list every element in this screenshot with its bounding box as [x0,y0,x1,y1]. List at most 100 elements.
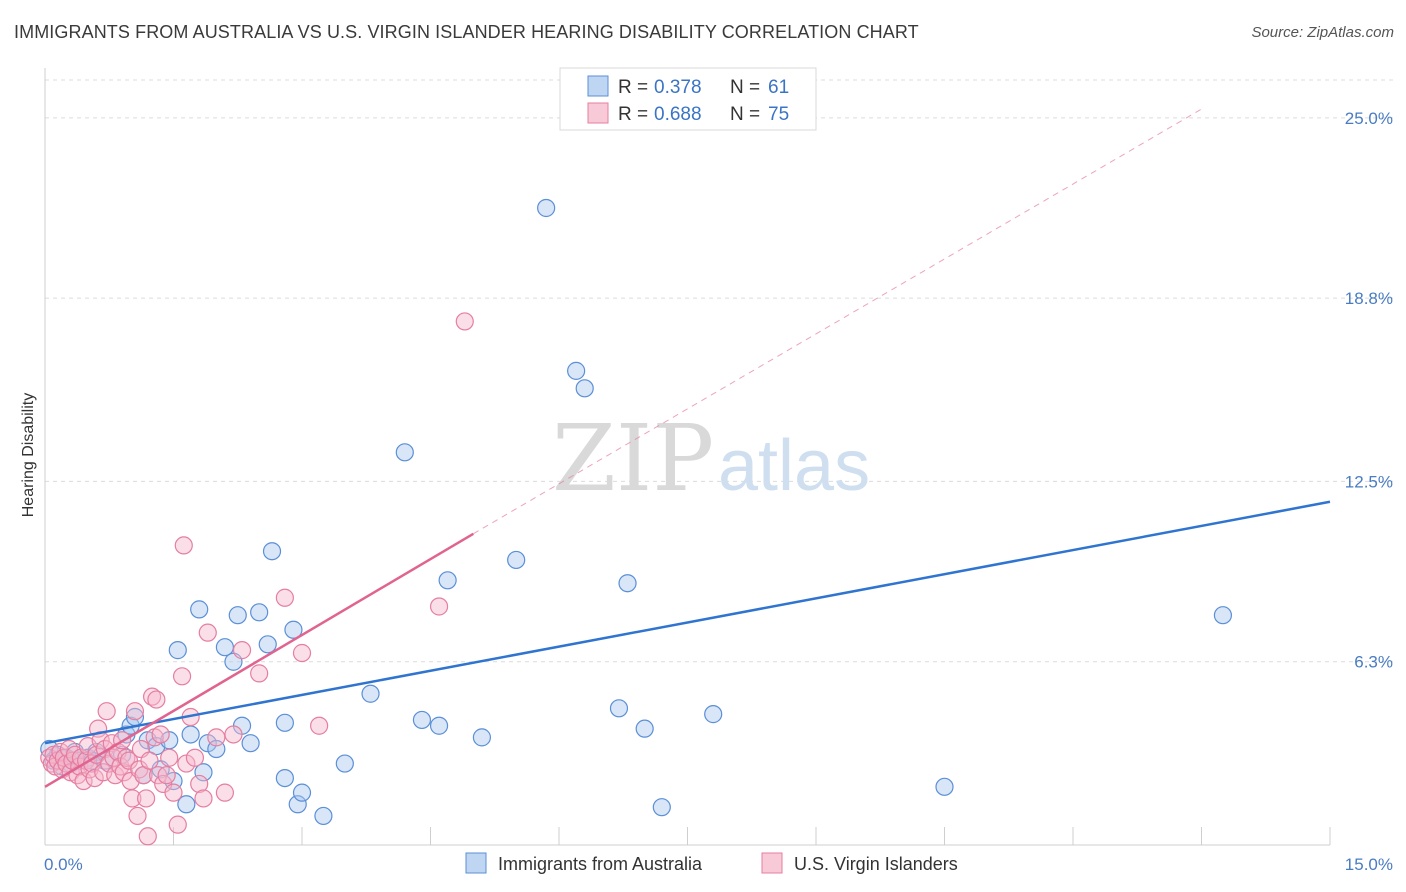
australia-point-52 [567,361,586,380]
series-legend-label-blue: Immigrants from Australia [498,854,703,874]
australia-point-37 [275,713,294,732]
series-legend-swatch-blue [465,852,487,874]
virgin-islander-point-46 [138,827,157,846]
virgin-islander-point-70 [250,664,269,683]
australia-point-43 [335,754,354,773]
virgin-islander-point-52 [151,725,170,744]
gridlines [45,79,1395,663]
australia-point-25 [190,600,209,619]
virgin-islander-point-55 [160,748,179,767]
australia-point-51 [537,198,556,218]
correlation-legend: R = 0.378 N = 61 R = 0.688 N = 75 [559,67,817,131]
y-tick-label-0: 6.3% [1354,653,1393,672]
series-pink-points [40,312,474,846]
virgin-islander-point-16 [74,771,93,791]
legend-swatch-pink [587,102,609,124]
virgin-islander-point-41 [128,806,147,826]
y-axis-label: Hearing Disability [20,393,37,518]
australia-point-38 [275,768,294,788]
virgin-islander-point-45 [136,789,156,808]
virgin-islander-point-63 [190,774,209,794]
trend-line-virgin-islander-extension [473,108,1202,535]
virgin-islander-point-57 [168,815,187,834]
x-tick-label-1: 15.0% [1345,855,1393,874]
axes [44,68,1331,846]
virgin-islander-point-56 [164,783,183,802]
australia-point-56 [635,719,654,738]
australia-point-50 [507,550,526,570]
australia-point-54 [609,699,629,718]
australia-point-59 [935,777,954,796]
australia-point-35 [258,635,277,654]
australia-point-49 [472,728,491,747]
legend-swatch-blue [587,75,609,97]
australia-point-57 [652,798,671,817]
virgin-islander-point-65 [198,623,217,642]
virgin-islander-point-36 [117,748,136,767]
virgin-islander-point-54 [157,766,176,785]
y-tick-label-2: 18.8% [1345,289,1393,308]
virgin-islander-point-40 [125,702,145,721]
legend-n-label-pink: N = [730,104,760,125]
australia-point-26 [194,763,213,782]
trend-line-virgin-islander [44,532,474,788]
legend-r-value-pink: 0.688 [654,104,702,125]
watermark-zip: ZIP [552,405,714,512]
australia-point-58 [704,705,723,724]
virgin-islander-point-73 [310,716,329,735]
australia-point-48 [438,571,457,590]
australia-point-31 [228,606,247,625]
legend-n-label-blue: N = [730,77,760,98]
series-legend: Immigrants from Australia U.S. Virgin Is… [465,852,958,874]
virgin-islander-point-69 [232,641,252,660]
legend-r-label-pink: R = [618,104,648,125]
series-legend-label-pink: U.S. Virgin Islanders [794,854,958,874]
series-legend-swatch-pink [761,852,783,874]
australia-point-46 [412,710,432,730]
australia-point-36 [262,542,282,561]
australia-point-24 [181,725,200,744]
australia-point-42 [314,806,333,826]
watermark-atlas: atlas [718,426,870,506]
source-credit: Source: ZipAtlas.com [1251,24,1394,41]
x-tick-labels: 0.0% 15.0% [44,855,1393,874]
virgin-islander-point-71 [275,588,294,607]
series-blue-points [40,198,1233,826]
virgin-islander-point-47 [140,751,159,770]
y-tick-label-3: 25.0% [1345,109,1393,128]
australia-point-34 [250,603,269,622]
y-tick-label-1: 12.5% [1345,472,1393,491]
australia-point-33 [241,734,260,753]
virgin-islander-point-67 [215,783,234,802]
virgin-islander-point-27 [97,702,116,721]
virgin-islander-point-74 [429,597,449,616]
virgin-islander-point-75 [455,312,474,331]
virgin-islander-point-64 [194,789,213,808]
australia-point-60 [1213,606,1233,625]
virgin-islander-point-39 [123,789,142,808]
virgin-islander-point-50 [147,690,166,709]
chart-title: IMMIGRANTS FROM AUSTRALIA VS U.S. VIRGIN… [14,22,919,42]
trend-line-australia [44,500,1331,745]
watermark: ZIP atlas [552,405,870,512]
virgin-islander-point-62 [185,748,205,767]
x-tick-label-0: 0.0% [44,855,83,874]
virgin-islander-point-72 [292,643,312,663]
virgin-islander-point-58 [172,667,192,686]
australia-point-22 [168,641,187,660]
australia-point-40 [288,795,307,814]
trend-lines [44,108,1331,788]
australia-point-53 [575,379,594,398]
australia-point-45 [395,443,414,462]
australia-point-47 [429,716,449,735]
legend-r-value-blue: 0.378 [654,77,702,98]
legend-n-value-blue: 61 [768,77,789,98]
virgin-islander-point-59 [174,536,193,555]
australia-point-44 [361,684,380,703]
y-tick-labels: 6.3% 12.5% 18.8% 25.0% [1345,109,1393,672]
australia-point-39 [284,620,303,639]
australia-point-55 [618,574,637,593]
legend-r-label-blue: R = [618,77,648,98]
virgin-islander-point-66 [207,728,226,747]
